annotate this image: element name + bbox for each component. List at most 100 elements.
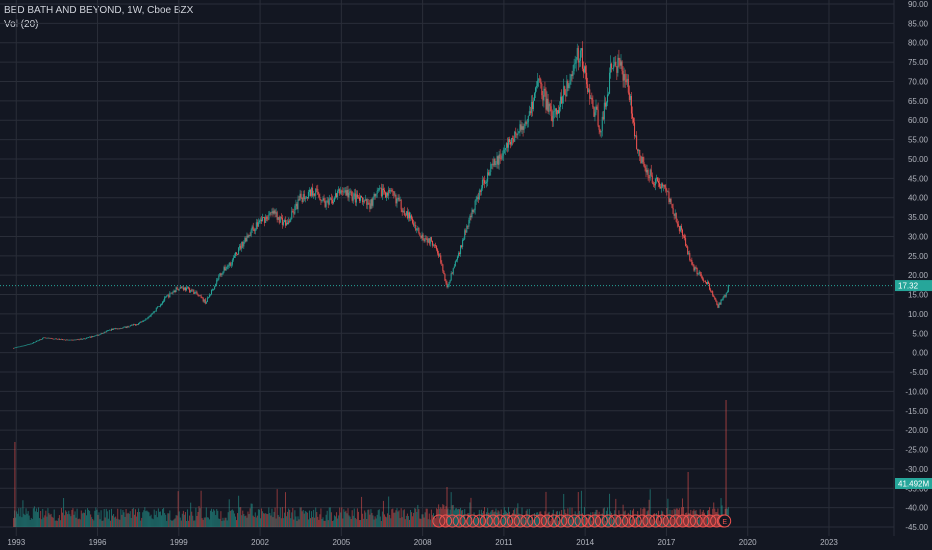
- volume-bar: [338, 515, 340, 527]
- candle-body: [724, 295, 726, 297]
- candle-body: [579, 50, 581, 61]
- volume-bar: [611, 513, 613, 527]
- candle-body: [22, 345, 24, 347]
- candle-body: [455, 259, 457, 262]
- candle-body: [122, 327, 124, 329]
- volume-bar: [410, 509, 412, 527]
- earnings-marker: [486, 514, 500, 528]
- candle-body: [170, 292, 172, 294]
- candle-body: [530, 101, 532, 114]
- candle-body: [207, 297, 209, 298]
- earnings-marker-latest: [718, 514, 732, 528]
- candle-body: [721, 299, 723, 301]
- candle-body: [138, 323, 140, 325]
- candle-body: [161, 303, 163, 305]
- candle-body: [589, 89, 591, 99]
- candle-body: [403, 210, 405, 215]
- candle-body: [678, 226, 680, 232]
- candle-body: [259, 219, 261, 221]
- candle-body: [45, 337, 47, 339]
- candle-body: [353, 193, 355, 197]
- volume-bar: [42, 508, 44, 527]
- volume-bar: [62, 512, 64, 527]
- candle-body: [480, 188, 482, 192]
- candle-body: [563, 86, 565, 97]
- volume-bar: [251, 503, 253, 527]
- time-axis[interactable]: 1993 1996 1999 2002 2005 2008 2011 2014 2017 2020…: [7, 538, 838, 547]
- candle-body: [584, 66, 586, 73]
- candle-body: [241, 241, 243, 249]
- candle-body: [93, 336, 95, 338]
- candle-body: [462, 240, 464, 247]
- volume-bar: [231, 509, 233, 527]
- candle-body: [206, 297, 208, 303]
- candle-body: [650, 169, 652, 176]
- volume-bar: [123, 512, 125, 527]
- volume-bar: [378, 509, 380, 527]
- volume-bar: [367, 509, 369, 527]
- candle-body: [223, 267, 225, 272]
- volume-bar: [321, 519, 323, 527]
- candle-body: [599, 129, 601, 133]
- volume-bar: [299, 507, 301, 527]
- candle-body: [690, 260, 692, 261]
- volume-bar: [412, 516, 414, 527]
- candle-body: [673, 214, 675, 216]
- candle-body: [648, 177, 650, 179]
- volume-bar: [437, 509, 439, 527]
- candle-body: [526, 122, 528, 124]
- volume-bar: [350, 518, 352, 527]
- candle-body: [594, 112, 596, 117]
- candle-body: [679, 226, 681, 232]
- candle-body: [427, 238, 429, 243]
- volume-bar: [656, 515, 658, 527]
- volume-bar: [88, 509, 90, 527]
- candle-body: [146, 318, 148, 320]
- volume-bar: [429, 519, 431, 527]
- candle-body: [661, 183, 663, 189]
- price-axis[interactable]: 90.00 85.00 80.00 75.00 70.00 65.00 60.00 55.00…: [905, 0, 928, 532]
- candle-body: [307, 191, 309, 199]
- candle-body: [547, 98, 549, 112]
- volume-indicator-label[interactable]: Vol (20): [4, 19, 39, 30]
- candle-body: [597, 109, 599, 126]
- volume-bar: [362, 513, 364, 527]
- candle-body: [46, 338, 48, 339]
- candle-body: [348, 192, 350, 198]
- volume-bar: [182, 510, 184, 527]
- candle-body: [291, 211, 293, 220]
- candle-body: [150, 314, 152, 317]
- candle-body: [349, 191, 351, 193]
- candle-body: [303, 194, 305, 200]
- volume-bar: [684, 515, 686, 527]
- volume-bar: [486, 512, 488, 527]
- candle-body: [343, 191, 345, 193]
- volume-bar: [154, 514, 156, 527]
- candle-body: [700, 274, 702, 277]
- candle-body: [696, 267, 698, 275]
- candle-body: [42, 337, 44, 340]
- candle-body: [466, 225, 468, 233]
- volume-bar: [259, 518, 261, 527]
- volume-bar: [39, 518, 41, 527]
- y-tick-label: 40.00: [908, 194, 929, 203]
- volume-bar: [705, 515, 707, 527]
- x-tick-label: 2020: [739, 538, 757, 547]
- volume-bar: [406, 513, 408, 527]
- candle-body: [258, 220, 260, 223]
- volume-bar: [568, 516, 570, 527]
- candle-body: [687, 246, 689, 255]
- candle-body: [152, 312, 154, 314]
- earnings-events[interactable]: E: [432, 514, 732, 528]
- x-tick-label: 2005: [332, 538, 350, 547]
- volume-bar: [383, 514, 385, 527]
- candle-body: [564, 86, 566, 95]
- volume-bar: [33, 506, 35, 527]
- volume-bar: [313, 509, 315, 527]
- volume-bar: [368, 509, 370, 527]
- candle-body: [539, 78, 541, 80]
- candle-body: [234, 252, 236, 256]
- candle-body: [238, 247, 240, 255]
- volume-bar: [570, 519, 572, 527]
